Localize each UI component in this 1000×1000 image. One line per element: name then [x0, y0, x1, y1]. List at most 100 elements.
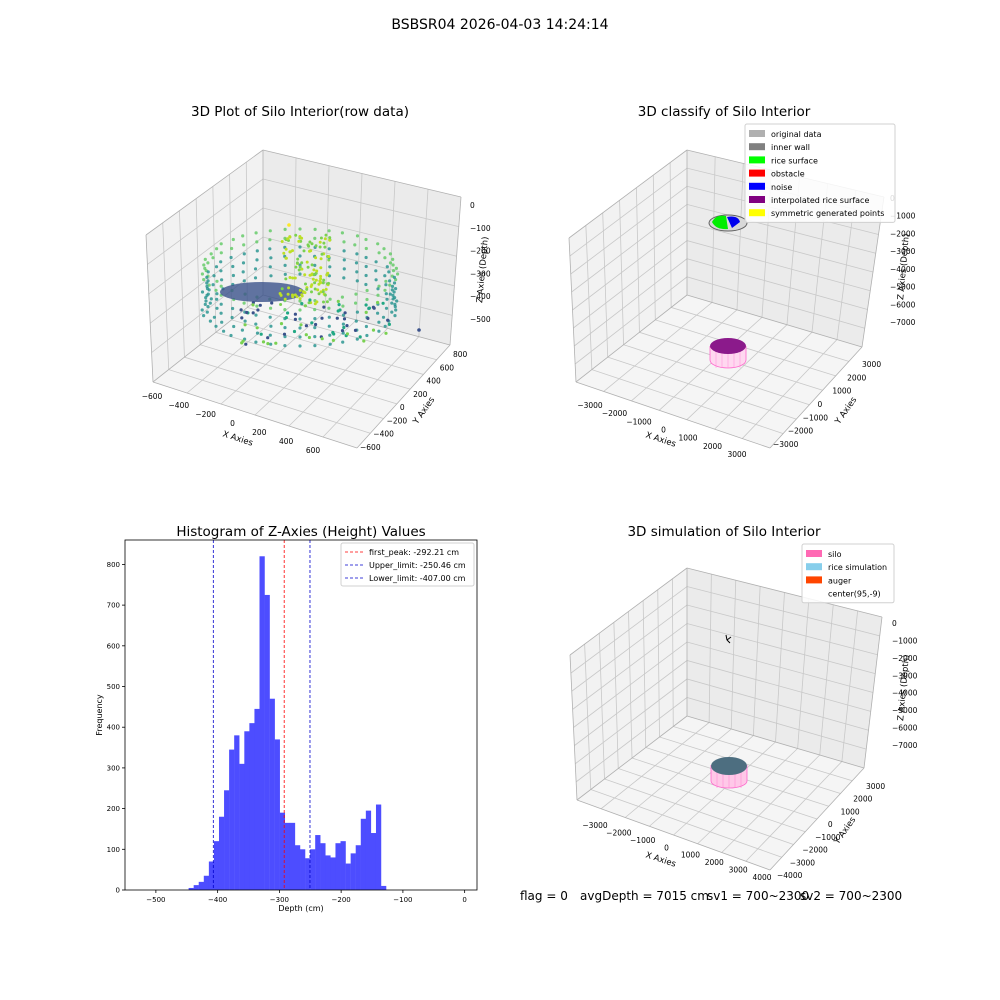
inner-wall-ring — [708, 214, 748, 232]
grid-line — [714, 183, 829, 430]
z-tick-label: −7000 — [890, 318, 916, 327]
rice-surface-patch — [712, 215, 728, 230]
legend-swatch — [749, 209, 765, 217]
data-point — [283, 335, 287, 339]
data-point — [386, 318, 390, 322]
data-point — [342, 325, 346, 330]
x-tick-label: −200 — [195, 410, 216, 419]
data-point — [280, 287, 284, 291]
data-point — [341, 340, 345, 344]
back-pane-right — [687, 150, 884, 347]
status-flag: flag = 0 — [520, 889, 568, 903]
data-point — [306, 243, 310, 247]
data-point — [303, 304, 307, 308]
legend-label: silo — [828, 550, 842, 559]
x-tick-label: 1000 — [681, 851, 700, 860]
data-point — [354, 292, 358, 296]
legend-label: auger — [828, 576, 852, 585]
data-point — [307, 335, 311, 340]
data-point — [391, 257, 395, 261]
data-point — [337, 303, 341, 307]
data-point — [383, 288, 387, 292]
box-edge — [152, 381, 358, 449]
data-point — [313, 326, 317, 330]
box-edge — [861, 196, 885, 348]
data-point — [365, 288, 369, 293]
y-tick-label: 200 — [413, 390, 428, 399]
data-point — [390, 301, 394, 305]
y-tick-label: 0 — [818, 400, 823, 409]
data-point — [316, 288, 320, 292]
y-tick-label: 600 — [107, 642, 120, 650]
histogram-bar — [203, 875, 210, 890]
silo-shapes — [710, 634, 748, 789]
data-point — [371, 305, 375, 309]
data-point — [313, 317, 317, 321]
data-point — [364, 246, 368, 251]
data-point — [362, 339, 366, 343]
data-point — [205, 284, 209, 288]
data-point — [392, 275, 396, 279]
data-point — [291, 295, 295, 299]
data-point — [219, 293, 223, 297]
z-tick-label: −2000 — [890, 229, 916, 238]
data-point — [231, 306, 235, 311]
data-point — [297, 268, 301, 272]
data-point — [300, 294, 304, 298]
grid-line — [602, 212, 797, 420]
data-point — [298, 265, 302, 269]
data-point — [215, 279, 219, 283]
data-point — [376, 302, 380, 306]
data-point — [354, 261, 359, 265]
data-point — [384, 306, 389, 310]
data-point — [322, 305, 326, 309]
data-point — [324, 287, 328, 291]
status-avg-depth: avgDepth = 7015 cm — [580, 889, 709, 903]
rice-simulation-surface — [711, 757, 747, 775]
data-point — [388, 292, 392, 296]
data-point — [202, 278, 206, 282]
y-tick-label: −4000 — [777, 871, 803, 880]
data-point — [283, 254, 287, 258]
legend: silo rice simulation auger center(95,-9) — [801, 543, 895, 604]
data-point — [301, 290, 305, 294]
data-point — [321, 288, 325, 292]
data-point — [319, 335, 323, 339]
box-edge — [769, 767, 865, 871]
data-point — [343, 311, 347, 315]
data-point — [222, 329, 226, 333]
data-point — [394, 278, 398, 282]
data-point — [318, 240, 322, 244]
data-point — [365, 333, 369, 338]
data-point — [315, 269, 319, 273]
y-tick-label: 300 — [107, 764, 120, 772]
data-point — [308, 240, 312, 244]
x-tick-label: 600 — [306, 446, 321, 455]
grid-line — [649, 586, 761, 827]
histogram-bar — [208, 861, 215, 890]
data-point — [315, 300, 319, 304]
data-point — [323, 293, 327, 297]
histogram-bar — [234, 735, 240, 890]
y-tick-label: 2000 — [847, 373, 866, 382]
data-point — [279, 293, 283, 297]
data-point — [355, 337, 359, 341]
data-point — [317, 282, 321, 286]
legend-label: obstacle — [771, 170, 805, 179]
x-tick-label: 3000 — [729, 866, 748, 875]
data-point — [283, 227, 287, 231]
data-point — [327, 256, 331, 260]
grid-line — [584, 644, 782, 858]
data-point — [240, 341, 244, 345]
data-point — [364, 303, 368, 307]
data-point — [288, 235, 292, 239]
x-axis-label: X Axies — [644, 850, 677, 869]
silo-shapes — [708, 214, 748, 369]
box-edge — [686, 715, 865, 769]
data-point — [241, 339, 245, 343]
grid-line — [574, 276, 865, 365]
grid-line — [570, 185, 879, 275]
data-point — [284, 247, 288, 251]
data-point — [253, 276, 258, 280]
data-point — [255, 331, 260, 335]
